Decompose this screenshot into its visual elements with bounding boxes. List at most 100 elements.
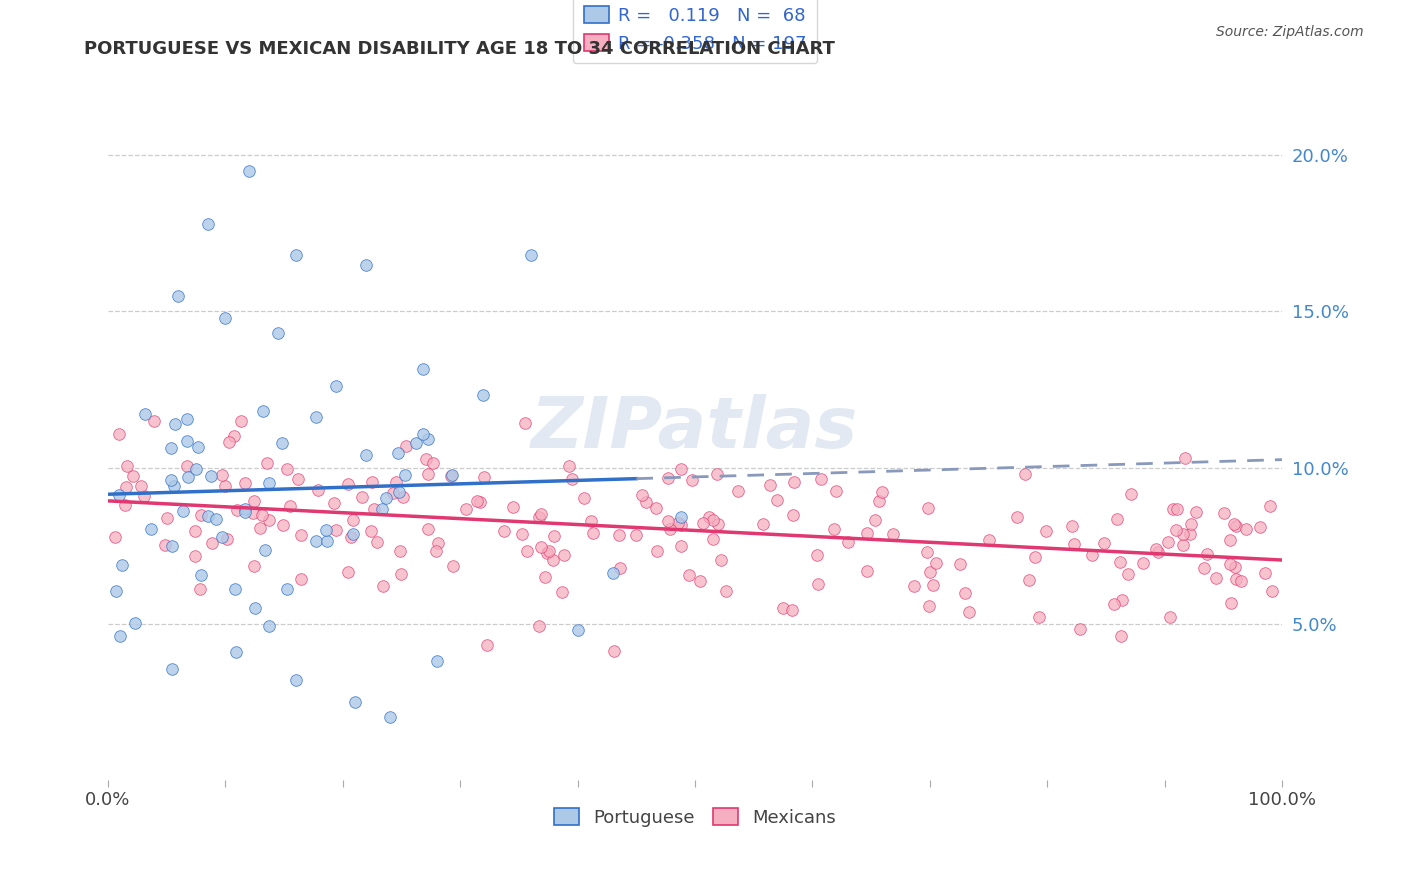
Point bbox=[381, 486, 404, 500]
Point bbox=[201, 535, 224, 549]
Point bbox=[360, 524, 382, 538]
Point bbox=[1119, 486, 1142, 500]
Point bbox=[645, 544, 668, 558]
Point bbox=[284, 248, 307, 262]
Point bbox=[305, 410, 328, 425]
Point bbox=[129, 478, 152, 492]
Point bbox=[233, 505, 256, 519]
Point bbox=[1144, 541, 1167, 556]
Point bbox=[394, 467, 416, 482]
Point bbox=[1212, 506, 1234, 520]
Point bbox=[233, 502, 256, 516]
Point bbox=[782, 602, 804, 616]
Text: Source: ZipAtlas.com: Source: ZipAtlas.com bbox=[1216, 25, 1364, 39]
Point bbox=[163, 417, 186, 432]
Point bbox=[252, 403, 274, 417]
Point bbox=[253, 543, 276, 558]
Point bbox=[361, 475, 384, 489]
Point bbox=[1094, 536, 1116, 550]
Point bbox=[108, 629, 131, 643]
Point bbox=[387, 446, 409, 460]
Point bbox=[322, 495, 344, 509]
Point bbox=[1159, 610, 1181, 624]
Point bbox=[156, 510, 179, 524]
Point bbox=[371, 579, 394, 593]
Point bbox=[242, 494, 264, 508]
Point bbox=[418, 432, 440, 446]
Point bbox=[325, 379, 347, 393]
Point bbox=[882, 526, 904, 541]
Point bbox=[115, 480, 138, 494]
Point bbox=[290, 528, 312, 542]
Point bbox=[530, 507, 553, 521]
Point bbox=[710, 553, 733, 567]
Point bbox=[477, 638, 499, 652]
Point bbox=[287, 472, 309, 486]
Point bbox=[855, 564, 877, 578]
Point bbox=[257, 475, 280, 490]
Point bbox=[307, 483, 329, 498]
Point bbox=[1014, 467, 1036, 481]
Point bbox=[183, 524, 205, 538]
Point bbox=[513, 416, 536, 430]
Legend: Portuguese, Mexicans: Portuguese, Mexicans bbox=[547, 800, 844, 834]
Point bbox=[1249, 520, 1271, 534]
Point bbox=[122, 468, 145, 483]
Point bbox=[920, 565, 942, 579]
Point bbox=[214, 479, 236, 493]
Point bbox=[925, 557, 948, 571]
Point bbox=[153, 538, 176, 552]
Point bbox=[1164, 523, 1187, 537]
Point bbox=[579, 514, 602, 528]
Point bbox=[636, 495, 658, 509]
Text: PORTUGUESE VS MEXICAN DISABILITY AGE 18 TO 34 CORRELATION CHART: PORTUGUESE VS MEXICAN DISABILITY AGE 18 … bbox=[84, 40, 835, 58]
Point bbox=[336, 477, 359, 491]
Point bbox=[315, 534, 337, 549]
Point bbox=[957, 605, 980, 619]
Point bbox=[702, 514, 724, 528]
Point bbox=[416, 467, 439, 481]
Point bbox=[1225, 559, 1247, 574]
Point bbox=[271, 518, 294, 533]
Point bbox=[256, 457, 278, 471]
Point bbox=[692, 516, 714, 530]
Point bbox=[134, 407, 156, 421]
Point bbox=[948, 557, 970, 571]
Point bbox=[190, 508, 212, 522]
Point bbox=[471, 388, 494, 402]
Point bbox=[440, 468, 463, 483]
Point bbox=[782, 508, 804, 522]
Point bbox=[1225, 572, 1247, 586]
Point bbox=[702, 532, 724, 546]
Point bbox=[143, 414, 166, 428]
Point bbox=[519, 248, 541, 262]
Point bbox=[290, 572, 312, 586]
Point bbox=[167, 289, 190, 303]
Point bbox=[474, 469, 496, 483]
Point bbox=[657, 470, 679, 484]
Point bbox=[257, 619, 280, 633]
Point bbox=[242, 506, 264, 520]
Point bbox=[392, 490, 415, 504]
Point bbox=[1219, 596, 1241, 610]
Point bbox=[172, 504, 194, 518]
Point bbox=[1063, 537, 1085, 551]
Point bbox=[863, 513, 886, 527]
Point bbox=[284, 673, 307, 687]
Point bbox=[139, 522, 162, 536]
Point bbox=[1225, 519, 1247, 533]
Point bbox=[868, 493, 890, 508]
Point bbox=[422, 456, 444, 470]
Point bbox=[366, 535, 388, 549]
Point bbox=[572, 491, 595, 506]
Point bbox=[385, 475, 408, 489]
Point bbox=[114, 498, 136, 512]
Point bbox=[1060, 518, 1083, 533]
Point bbox=[1223, 516, 1246, 531]
Point bbox=[1109, 629, 1132, 643]
Point bbox=[602, 566, 624, 580]
Point bbox=[626, 528, 648, 542]
Point bbox=[538, 544, 561, 558]
Point bbox=[707, 516, 730, 531]
Point bbox=[558, 459, 581, 474]
